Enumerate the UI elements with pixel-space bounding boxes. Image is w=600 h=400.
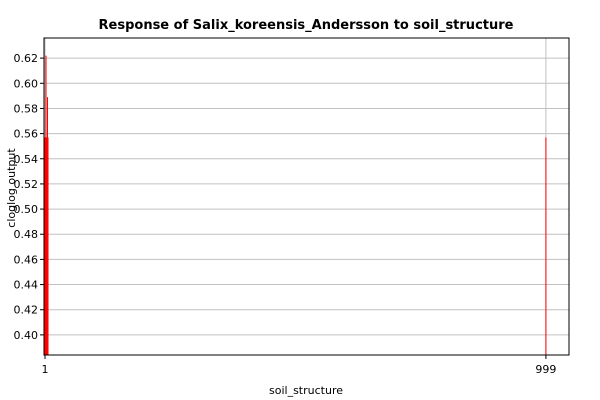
bar: [545, 137, 547, 355]
x-tick-label: 999: [535, 363, 556, 376]
y-tick-label: 0.58: [14, 102, 39, 115]
y-tick-label: 0.48: [14, 228, 39, 241]
x-axis-label: soil_structure: [269, 384, 343, 397]
bar: [45, 55, 47, 355]
chart-title: Response of Salix_koreensis_Andersson to…: [99, 18, 514, 33]
y-tick-label: 0.44: [14, 279, 39, 292]
y-axis-label: cloglog output: [5, 148, 18, 228]
bar: [47, 97, 49, 355]
y-axis: 0.40 0.42 0.44 0.46 0.48 0.50 0.52 0.54 0.56 0.58…: [14, 52, 44, 342]
y-tick-label: 0.40: [14, 329, 39, 342]
y-tick-label: 0.60: [14, 77, 39, 90]
y-tick-label: 0.52: [14, 178, 39, 191]
y-tick-label: 0.42: [14, 304, 39, 317]
y-tick-label: 0.50: [14, 203, 39, 216]
y-tick-label: 0.54: [14, 153, 39, 166]
bar: [46, 137, 48, 355]
bar: [47, 137, 49, 355]
grid-lines: [44, 38, 569, 355]
bar: [44, 137, 46, 355]
y-tick-label: 0.46: [14, 253, 39, 266]
plot-frame: [43, 37, 570, 356]
bars: [44, 55, 547, 355]
x-axis: 1 999: [42, 355, 556, 376]
y-tick-label: 0.56: [14, 128, 39, 141]
y-tick-label: 0.62: [14, 52, 39, 65]
x-tick-label: 1: [42, 363, 49, 376]
